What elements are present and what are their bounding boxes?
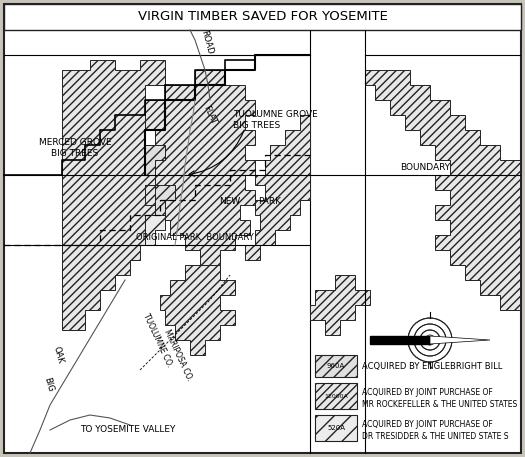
Text: 960A: 960A: [327, 363, 345, 369]
Polygon shape: [62, 60, 165, 330]
Bar: [315, 383, 357, 409]
Text: PARK: PARK: [258, 197, 281, 207]
Text: TO YOSEMITE VALLEY: TO YOSEMITE VALLEY: [80, 425, 175, 435]
Text: TUOLUMNE GROVE
BIG TREES: TUOLUMNE GROVE BIG TREES: [233, 110, 318, 130]
Bar: [315, 415, 357, 441]
Text: ACQUIRED BY JOINT PURCHASE OF
DR TRESIDDER & THE UNITED STATE S: ACQUIRED BY JOINT PURCHASE OF DR TRESIDD…: [362, 420, 509, 441]
Text: VIRGIN TIMBER SAVED FOR YOSEMITE: VIRGIN TIMBER SAVED FOR YOSEMITE: [138, 11, 387, 23]
Polygon shape: [145, 215, 165, 245]
Text: TUOLUMNE CO.: TUOLUMNE CO.: [142, 312, 174, 368]
Polygon shape: [365, 70, 520, 310]
Text: FLAT: FLAT: [202, 104, 218, 126]
Polygon shape: [310, 275, 370, 335]
Text: ACQUIRED BY JOINT PURCHASE OF
MR ROCKEFELLER & THE UNITED STATES: ACQUIRED BY JOINT PURCHASE OF MR ROCKEFE…: [362, 388, 517, 409]
Polygon shape: [160, 265, 235, 355]
Text: 520A: 520A: [327, 425, 345, 431]
Bar: [4, 4, 521, 30]
Polygon shape: [370, 336, 430, 344]
Polygon shape: [245, 115, 310, 260]
Text: ROAD: ROAD: [200, 29, 215, 55]
Text: 12000A: 12000A: [324, 393, 348, 399]
Polygon shape: [155, 185, 175, 215]
Polygon shape: [145, 70, 255, 265]
Circle shape: [420, 330, 440, 350]
Circle shape: [414, 324, 446, 356]
Text: ACQUIRED BY ENGLEBRIGHT BILL: ACQUIRED BY ENGLEBRIGHT BILL: [362, 361, 502, 371]
Text: OAK: OAK: [51, 345, 65, 365]
Text: MERCED GROVE
BIG TREES: MERCED GROVE BIG TREES: [39, 138, 111, 158]
Circle shape: [408, 318, 452, 362]
Polygon shape: [145, 145, 165, 175]
Text: BOUNDARY: BOUNDARY: [400, 163, 450, 171]
Polygon shape: [430, 336, 490, 344]
Text: NEW: NEW: [219, 197, 240, 207]
Text: MARIPOSA CO.: MARIPOSA CO.: [162, 328, 194, 382]
Bar: [315, 355, 357, 377]
Text: ORIGINAL PARK  BOUNDARY: ORIGINAL PARK BOUNDARY: [136, 233, 254, 241]
Text: BIG: BIG: [41, 377, 54, 393]
